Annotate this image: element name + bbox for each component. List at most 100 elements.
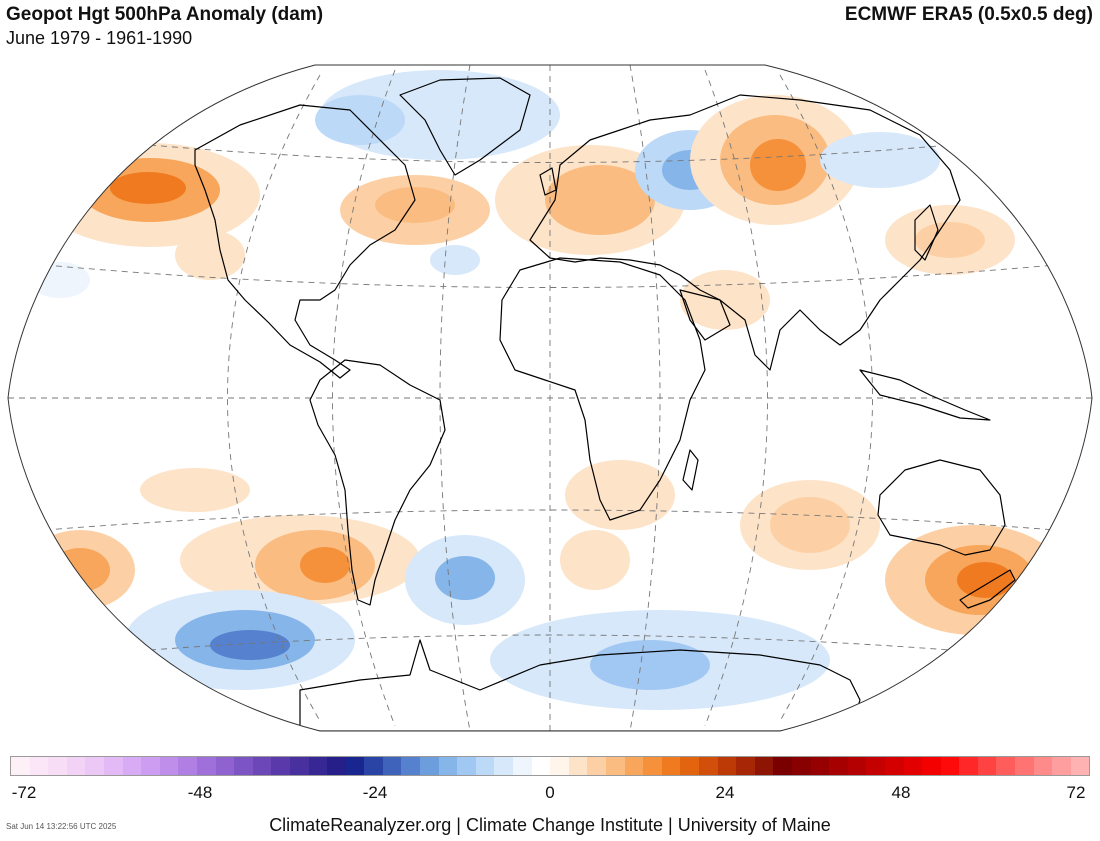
coastline-japan (914, 204, 939, 261)
anomaly-field (25, 70, 1065, 710)
anomaly-south-pacific-high-core (300, 547, 350, 583)
color-scale-cell (11, 757, 30, 775)
coastline-south-america (309, 359, 446, 606)
color-scale-bar (10, 756, 1090, 776)
coastline-british-isles (539, 167, 557, 196)
color-scale-cell (903, 757, 923, 775)
coastlines (194, 77, 1016, 731)
color-scale-cell (494, 757, 514, 775)
graticule-lat-30s (44, 509, 1056, 531)
coastline-north-america (194, 104, 416, 379)
graticule-lat-60n (149, 144, 951, 163)
globe-outline (7, 64, 1093, 732)
anomaly-new-zealand-high-core (957, 562, 1013, 598)
color-scale-cell (736, 757, 755, 775)
color-scale-cell (606, 757, 625, 775)
color-scale-cell (345, 757, 365, 775)
color-scale-cell (698, 757, 718, 775)
anomaly-europe-high-core (545, 165, 655, 235)
color-scale-cell (159, 757, 179, 775)
color-scale-cell (847, 757, 867, 775)
graticule-lat-30n (44, 264, 1056, 288)
coastline-southeast-asia-islands (859, 369, 991, 421)
anomaly-south-indian-high-core (770, 497, 850, 553)
color-scale-cell (550, 757, 569, 775)
color-scale-cell (587, 757, 606, 775)
anomaly-western-us (175, 230, 245, 280)
color-scale-cell (1033, 757, 1053, 775)
color-scale-cell (103, 757, 123, 775)
color-scale-cell (568, 757, 588, 775)
graticule (8, 65, 1092, 731)
color-scale-cell (327, 757, 346, 775)
render-timestamp: Sat Jun 14 13:22:56 UTC 2025 (6, 822, 117, 831)
color-scale-cell (48, 757, 67, 775)
anomaly-map (7, 64, 1093, 732)
coastline-new-zealand (959, 569, 1016, 609)
color-scale-cell (271, 757, 290, 775)
color-scale-cell (866, 757, 885, 775)
color-scale-cell (643, 757, 662, 775)
color-scale-cell (754, 757, 774, 775)
color-scale-cell (289, 757, 309, 775)
coastline-madagascar (682, 449, 699, 491)
color-scale-cell (717, 757, 737, 775)
color-scale-cell (513, 757, 532, 775)
color-scale-tick: 24 (715, 783, 735, 802)
graticule-meridian-5 (704, 69, 768, 727)
color-scale-cell (531, 757, 551, 775)
coastline-eurasia (529, 94, 961, 371)
color-scale-cell (196, 757, 216, 775)
anomaly-atlantic-low (430, 245, 480, 275)
graticule-meridian-4 (332, 69, 396, 727)
color-scale-cell (791, 757, 811, 775)
data-source-label: ECMWF ERA5 (0.5x0.5 deg) (844, 4, 1093, 25)
color-scale-cell (884, 757, 904, 775)
color-scale-tick: -72 (11, 783, 37, 802)
anomaly-south-atlantic-high (560, 530, 630, 590)
color-scale-cell (308, 757, 328, 775)
color-scale-cell (829, 757, 848, 775)
anomaly-japan-high-core (915, 222, 985, 258)
coastline-greenland (399, 77, 531, 176)
anomaly-north-atlantic-weak-low (30, 262, 90, 298)
anomaly-eastern-canada-core (375, 187, 455, 223)
color-scale-cell (178, 757, 197, 775)
map-subtitle: June 1979 - 1961-1990 (6, 28, 193, 48)
color-scale-cell (940, 757, 960, 775)
anomaly-southern-africa-high (565, 460, 675, 530)
color-scale-cell (401, 757, 421, 775)
graticule-meridian-2 (439, 65, 471, 731)
color-scale-tick: 72 (1066, 783, 1086, 802)
color-scale-cell (29, 757, 49, 775)
color-scale-cell (382, 757, 402, 775)
graticule-lat-60s (149, 634, 951, 651)
color-scale-cell (252, 757, 272, 775)
color-scale-cell (773, 757, 792, 775)
color-scale-cell (1070, 757, 1090, 775)
anomaly-north-pacific-high-peak (110, 172, 186, 204)
color-scale-cell (475, 757, 495, 775)
graticule-meridian-6 (227, 74, 321, 722)
anomaly-west-pacific-high-core (50, 548, 110, 592)
color-scale-cell (624, 757, 644, 775)
color-scale-cell (922, 757, 941, 775)
color-scale-cell (85, 757, 104, 775)
color-scale-cell (977, 757, 997, 775)
color-scale-cell (122, 757, 142, 775)
anomaly-siberia-high-core (750, 139, 806, 191)
graticule-meridian-3 (629, 65, 661, 731)
credits-line: ClimateReanalyzer.org | Climate Change I… (269, 815, 831, 835)
color-scale-cell (457, 757, 476, 775)
anomaly-central-pacific-high (140, 468, 250, 512)
color-scale-cell (661, 757, 681, 775)
color-scale-cell (810, 757, 830, 775)
color-scale-cell (1015, 757, 1034, 775)
color-scale-tick: -24 (362, 783, 388, 802)
color-scale-cell (1052, 757, 1071, 775)
color-scale-cell (141, 757, 160, 775)
coastline-australia (877, 459, 1006, 556)
color-scale-tick: 0 (545, 783, 555, 802)
anomaly-middle-east-high (680, 270, 770, 330)
graticule-meridian-7 (779, 74, 873, 722)
